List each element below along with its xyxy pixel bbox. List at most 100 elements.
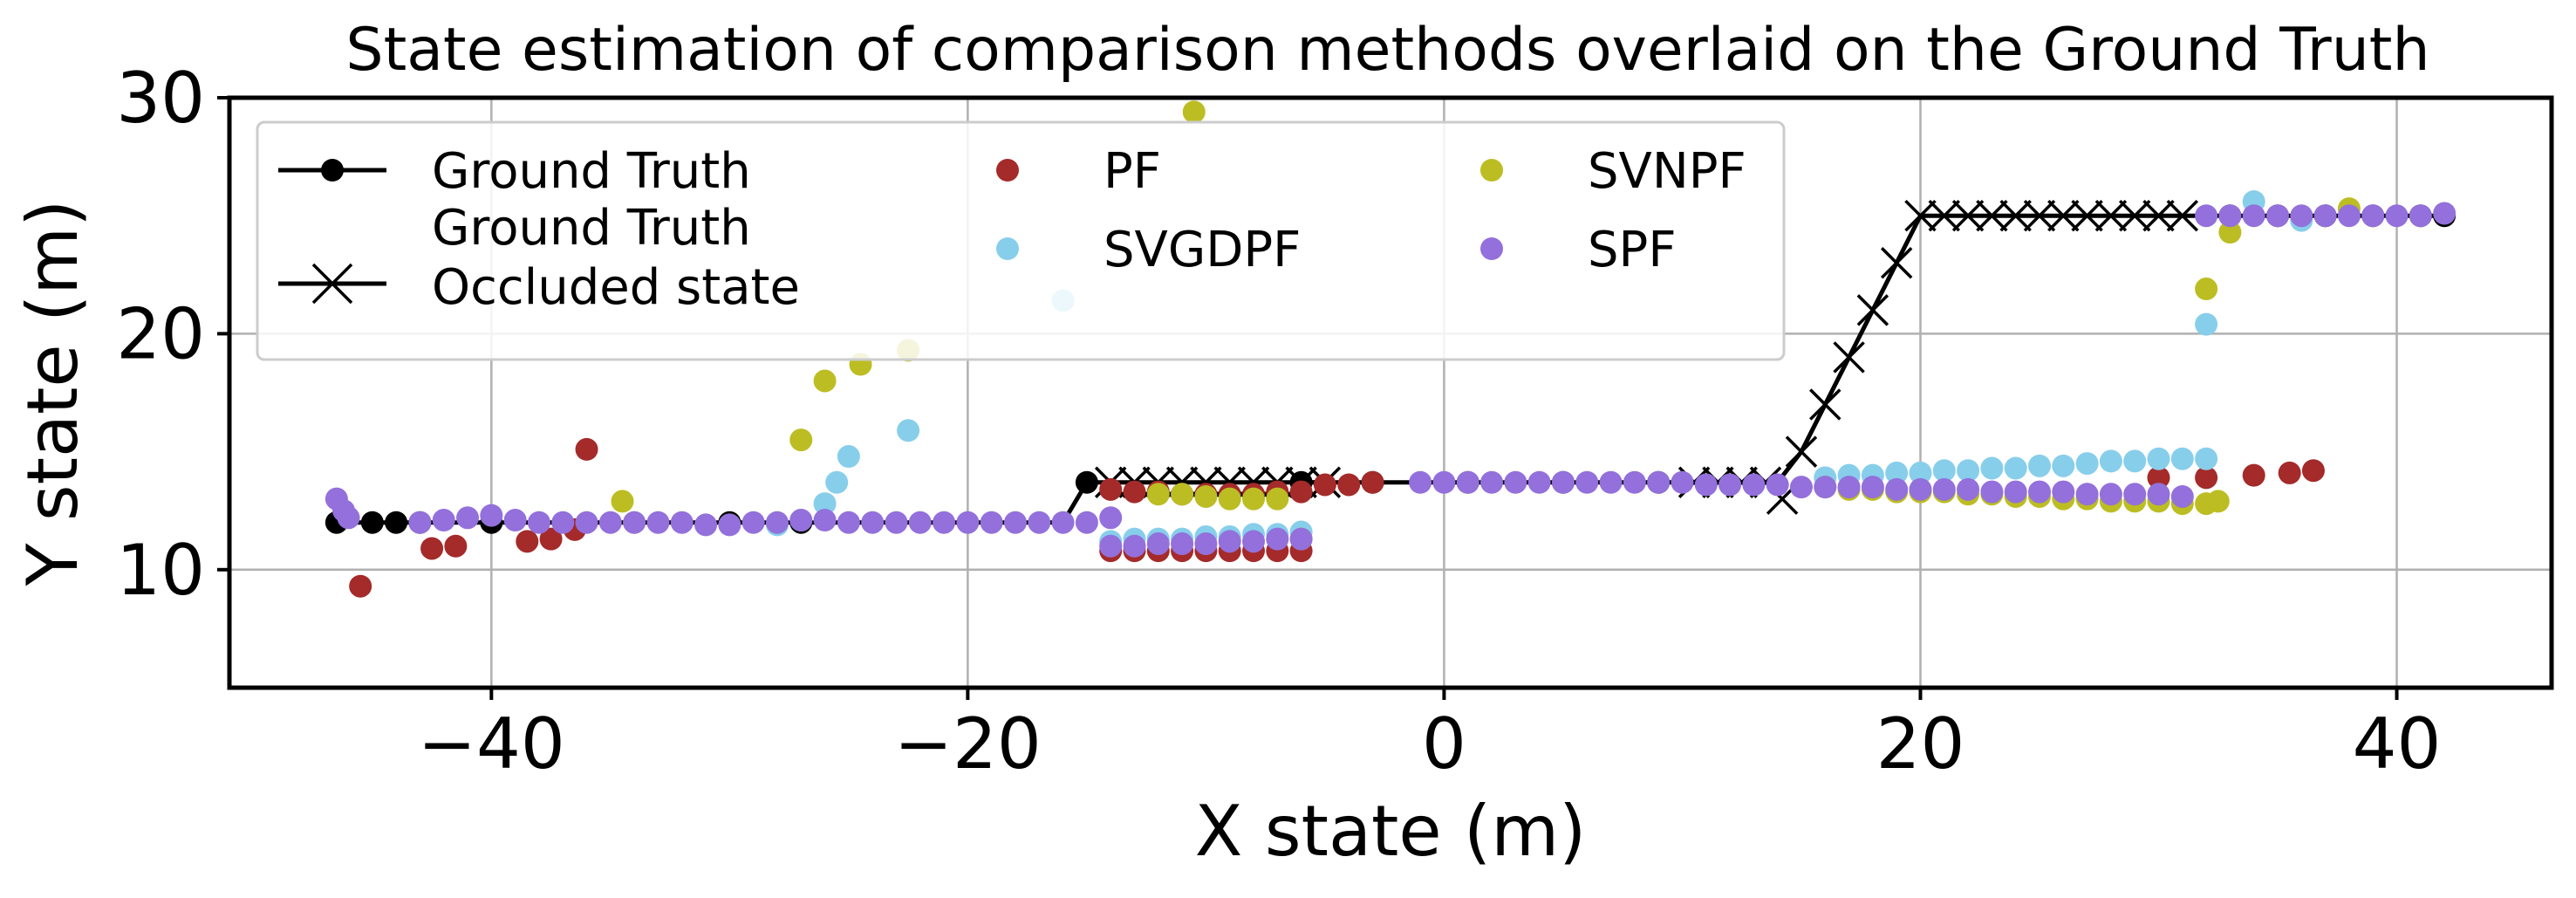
spf-point — [718, 513, 741, 537]
occluded-marker — [2023, 199, 2056, 232]
svnpf-point — [2218, 221, 2242, 244]
svgdpf-point — [2170, 447, 2194, 470]
spf-point — [2147, 483, 2170, 506]
x-marker-stroke — [1951, 199, 1985, 232]
y-axis-label: Y state (m) — [12, 200, 93, 587]
y-tick-label: 30 — [116, 58, 205, 139]
spf-point — [527, 511, 550, 534]
x-marker-stroke — [1833, 341, 1865, 374]
svnpf-point — [813, 369, 837, 393]
spf-point — [1742, 473, 1766, 497]
occluded-marker — [1976, 199, 2008, 232]
svgdpf-point — [2123, 449, 2147, 473]
spf-point — [1527, 470, 1551, 494]
svnpf-point — [1146, 483, 1170, 506]
x-marker-stroke — [2023, 199, 2056, 232]
spf-point — [741, 511, 765, 534]
spf-point — [1099, 534, 1123, 558]
svgdpf-point — [813, 492, 837, 516]
spf-point — [1146, 532, 1170, 556]
spf-point — [2242, 204, 2265, 228]
occluded-marker — [1999, 199, 2032, 232]
spf-point — [2123, 483, 2147, 506]
spf-point — [2099, 483, 2122, 506]
pf-point — [516, 530, 539, 553]
pf-point — [2301, 459, 2325, 483]
spf-point — [623, 511, 646, 534]
legend-label: SPF — [1588, 222, 1677, 278]
spf-point — [1028, 511, 1051, 534]
spf-point — [2004, 480, 2027, 504]
x-axis-label: X state (m) — [1195, 791, 1587, 872]
pf-point — [1337, 473, 1361, 497]
svgdpf-point — [2195, 447, 2218, 470]
spf-point — [1051, 511, 1075, 534]
pf-point — [1313, 473, 1336, 497]
spf-point — [1932, 477, 1956, 501]
spf-point — [1171, 532, 1194, 556]
spf-point — [1980, 480, 2004, 504]
legend-label: Ground Truth — [432, 143, 751, 200]
svgdpf-point — [897, 419, 920, 442]
spf-point — [765, 511, 789, 534]
spf-point — [1909, 477, 1932, 501]
spf-point — [2195, 204, 2218, 228]
pf-point — [444, 534, 468, 558]
svgdpf-point — [1932, 459, 1956, 483]
x-marker-stroke — [2118, 199, 2151, 232]
svgdpf-point — [2075, 452, 2099, 476]
x-tick-label: −40 — [418, 703, 565, 785]
axes-frame — [227, 95, 2554, 690]
legend-handle-marker — [1480, 237, 1503, 260]
spf-point — [480, 504, 503, 527]
svgdpf-point — [2027, 454, 2051, 477]
spf-point — [1504, 470, 1527, 494]
legend-label: Occluded state — [432, 259, 800, 316]
svgdpf-point — [1980, 456, 2004, 480]
spf-point — [837, 511, 860, 534]
spf-point — [861, 511, 885, 534]
spf-point — [432, 509, 455, 532]
svgdpf-point — [2052, 454, 2075, 477]
spf-point — [1075, 511, 1098, 534]
pf-point — [575, 437, 598, 461]
occluded-marker — [1928, 199, 1961, 232]
svgdpf-point — [1885, 461, 1909, 484]
x-tick-label: 20 — [1876, 703, 1965, 785]
spf-point — [2170, 484, 2194, 508]
legend-handle-marker — [996, 237, 1019, 260]
spf-point — [1861, 476, 1884, 499]
spf-point — [813, 509, 837, 532]
x-marker-stroke — [1904, 199, 1937, 232]
x-tick-label: −20 — [894, 703, 1042, 785]
svgdpf-point — [2147, 447, 2170, 470]
pf-point — [420, 537, 444, 560]
spf-point — [2385, 204, 2409, 228]
legend-item-pf: PF — [996, 143, 1161, 200]
occluded-marker — [2047, 199, 2080, 232]
spf-point — [956, 511, 980, 534]
legend-item-spf: SPF — [1480, 222, 1677, 278]
x-marker-stroke — [1999, 199, 2032, 232]
x-tick-label: 0 — [1422, 703, 1466, 785]
occluded-marker — [1809, 388, 1841, 421]
legend-handle-marker — [996, 159, 1019, 182]
spf-point — [408, 511, 432, 534]
spf-point — [1957, 477, 1980, 501]
spf-point — [1551, 470, 1575, 494]
occluded-marker — [1833, 341, 1865, 374]
x-marker-stroke — [2166, 199, 2199, 232]
legend-handle-marker — [1480, 159, 1503, 182]
pf-point — [2242, 463, 2265, 487]
svgdpf-point — [2195, 312, 2218, 336]
spf-point — [2266, 204, 2290, 228]
spf-point — [1694, 473, 1718, 497]
pf-point — [2195, 466, 2218, 490]
spf-point — [1885, 477, 1909, 501]
x-marker-stroke — [311, 263, 353, 305]
legend-item-svgdpf: SVGDPF — [996, 222, 1301, 278]
svnpf-point — [1266, 487, 1289, 511]
legend-handle-marker — [311, 263, 353, 305]
